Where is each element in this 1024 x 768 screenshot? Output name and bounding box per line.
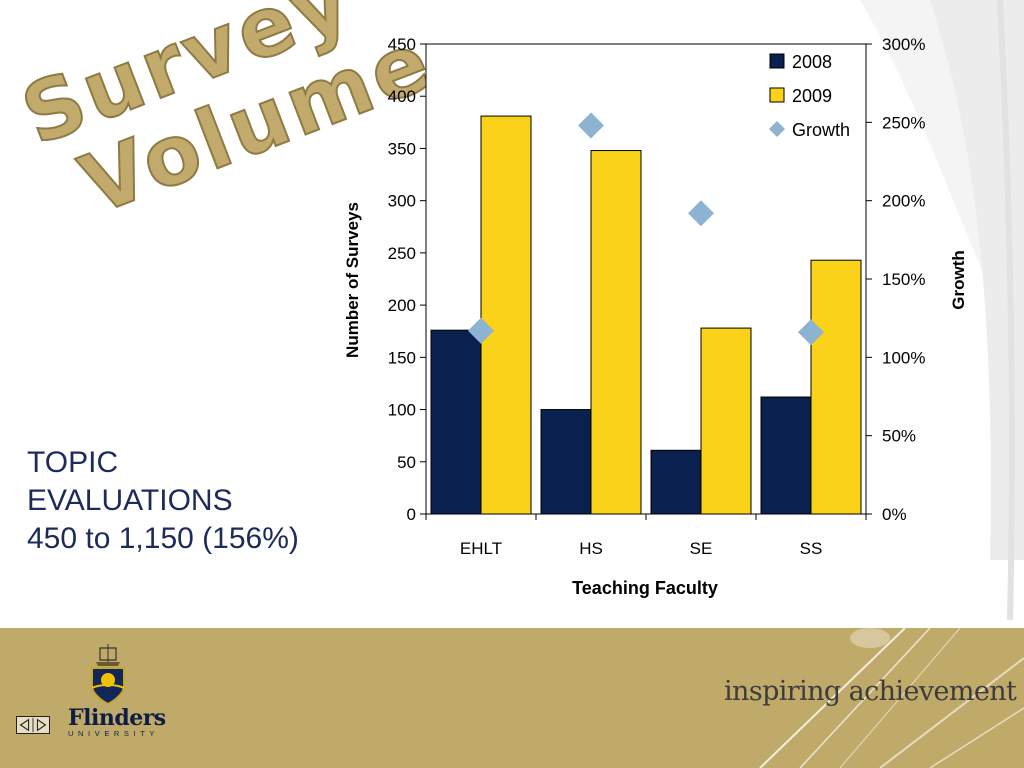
next-slide-icon[interactable]	[36, 718, 47, 732]
bar-2008-SE	[650, 449, 702, 515]
chart-legend: 2008 2009 Growth	[769, 52, 850, 140]
growth-point-HS	[578, 112, 604, 139]
bar-2008-HS	[540, 409, 592, 515]
topic-line-2: EVALUATIONS	[27, 484, 233, 517]
bar-2009-EHLT	[480, 115, 532, 515]
bar-2008-SS	[760, 396, 812, 515]
legend-swatch-2009	[769, 87, 785, 103]
y-axis-label: Number of Surveys	[343, 202, 362, 358]
axes-group: 0 50 100 150 200 250 300 350 400 450 0% 50% 100% 150%…	[388, 35, 926, 558]
university-name: Flinders	[68, 705, 166, 731]
y-tick-label: 0	[407, 505, 416, 524]
x-tick-label: EHLT	[460, 539, 502, 558]
x-tick-label: HS	[579, 539, 603, 558]
bar-2009-SS	[810, 259, 862, 515]
legend-swatch-2008	[769, 53, 785, 69]
growth-point-SS	[798, 319, 824, 346]
y2-tick-label: 100%	[882, 348, 925, 367]
y2-tick-label: 200%	[882, 192, 925, 211]
y-tick-label: 450	[388, 35, 416, 54]
secondary-axis-label: Growth	[949, 250, 968, 310]
growth-point-SE	[688, 200, 714, 227]
y-tick-label: 150	[388, 348, 416, 367]
footer-decoration	[759, 628, 1024, 768]
x-tick-label: SE	[690, 539, 713, 558]
y2-tick-label: 150%	[882, 270, 925, 289]
bar-group	[430, 115, 862, 515]
y-tick-label: 300	[388, 192, 416, 211]
y2-tick-label: 50%	[882, 427, 916, 446]
x-tick-label: SS	[800, 539, 823, 558]
y2-tick-label: 0%	[882, 505, 907, 524]
tagline: inspiring achievement	[724, 676, 1017, 707]
x-axis-label: Teaching Faculty	[572, 578, 718, 598]
y-tick-label: 50	[397, 453, 416, 472]
topic-line-3: 450 to 1,150 (156%)	[27, 522, 299, 555]
y-tick-label: 400	[388, 87, 416, 106]
growth-marker-group	[468, 112, 824, 346]
legend-swatch-Growth	[769, 121, 785, 137]
growth-point-EHLT	[468, 317, 494, 344]
legend-label-Growth: Growth	[792, 120, 850, 140]
legend-label-2008: 2008	[792, 52, 832, 72]
bar-2008-EHLT	[430, 329, 482, 515]
y-tick-label: 350	[388, 139, 416, 158]
survey-volume-chart: 0 50 100 150 200 250 300 350 400 450 0% 50% 100% 150%…	[343, 35, 968, 598]
y-tick-label: 100	[388, 401, 416, 420]
university-subtitle: UNIVERSITY	[68, 729, 160, 738]
y-tick-label: 200	[388, 296, 416, 315]
topic-line-1: TOPIC	[27, 446, 119, 479]
university-crest-icon	[91, 644, 125, 706]
bar-2009-HS	[590, 150, 642, 515]
slide-nav-arrows[interactable]	[16, 716, 50, 734]
y-tick-label: 250	[388, 244, 416, 263]
y2-tick-label: 250%	[882, 113, 925, 132]
topic-evaluations-text: TOPIC EVALUATIONS 450 to 1,150 (156%)	[27, 444, 299, 558]
prev-slide-icon[interactable]	[19, 718, 30, 732]
legend-label-2009: 2009	[792, 86, 832, 106]
footer-band	[0, 628, 1024, 768]
y2-tick-label: 300%	[882, 35, 925, 54]
bar-2009-SE	[700, 327, 752, 515]
